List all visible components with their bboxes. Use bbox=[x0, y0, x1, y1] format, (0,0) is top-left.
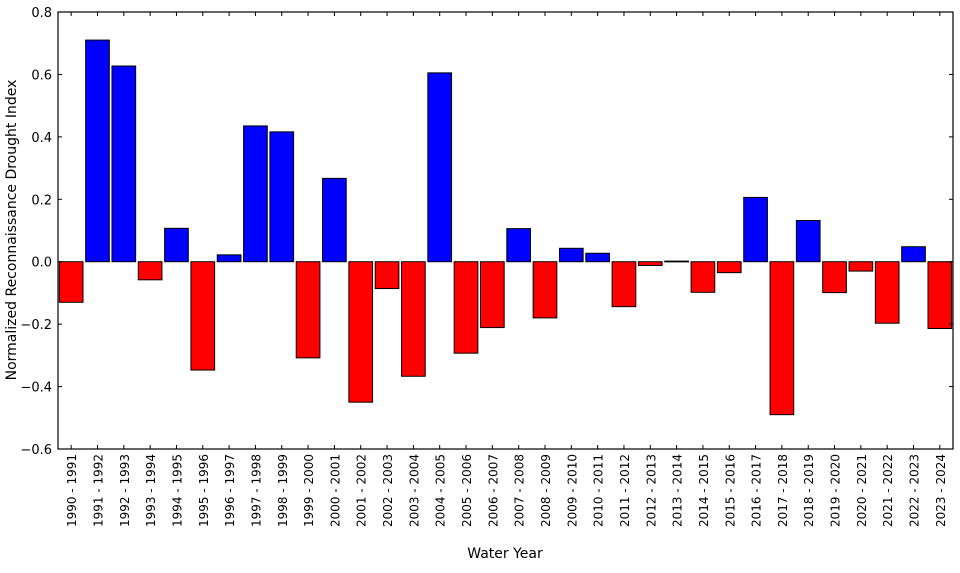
plot-frame bbox=[57, 11, 954, 450]
bar-1995-1996 bbox=[190, 261, 216, 371]
y-tick-label: 0.2 bbox=[31, 193, 52, 208]
x-tick-label: 1991 - 1992 bbox=[91, 454, 105, 527]
y-tick-label: 0.4 bbox=[31, 131, 52, 146]
bar-2010-2011 bbox=[585, 252, 610, 263]
x-tick-label: 2014 - 2015 bbox=[697, 454, 711, 527]
x-tick-label: 2023 - 2024 bbox=[934, 454, 948, 527]
bar-2022-2023 bbox=[901, 246, 926, 263]
x-tick-label: 2004 - 2005 bbox=[434, 454, 448, 527]
x-tick-label: 1995 - 1996 bbox=[197, 454, 211, 527]
x-tick-label: 2007 - 2008 bbox=[513, 454, 527, 527]
bar-1992-1993 bbox=[111, 65, 137, 263]
x-tick-label: 2005 - 2006 bbox=[460, 454, 474, 527]
bar-2019-2020 bbox=[822, 261, 847, 294]
bar-2017-2018 bbox=[769, 261, 795, 416]
x-tick-label: 2006 - 2007 bbox=[486, 454, 500, 527]
x-tick-label: 2018 - 2019 bbox=[802, 454, 816, 527]
bar-2006-2007 bbox=[479, 261, 505, 329]
bar-2013-2014 bbox=[664, 260, 689, 263]
y-axis-label: Normalized Reconnaissance Drought Index bbox=[4, 80, 20, 381]
bar-2011-2012 bbox=[611, 261, 637, 308]
bar-1994-1995 bbox=[164, 227, 189, 263]
x-tick-label: 2020 - 2021 bbox=[855, 454, 869, 527]
bar-2020-2021 bbox=[848, 261, 874, 272]
x-tick-label: 2003 - 2004 bbox=[407, 454, 421, 527]
x-tick-label: 2000 - 2001 bbox=[328, 454, 342, 527]
bar-2012-2013 bbox=[637, 261, 663, 266]
bar-2016-2017 bbox=[743, 196, 768, 263]
bar-2004-2005 bbox=[427, 72, 453, 263]
bar-1993-1994 bbox=[137, 261, 163, 281]
x-tick-label: 2010 - 2011 bbox=[592, 454, 606, 527]
x-tick-label: 2017 - 2018 bbox=[776, 454, 790, 527]
y-tick-label: 0.0 bbox=[31, 256, 52, 271]
x-axis-label: Water Year bbox=[467, 546, 543, 562]
bar-2021-2022 bbox=[874, 261, 900, 324]
bar-2023-2024 bbox=[927, 261, 953, 330]
x-tick-label: 1999 - 2000 bbox=[302, 454, 316, 527]
x-tick-label: 1990 - 1991 bbox=[65, 454, 79, 527]
x-tick-label: 2015 - 2016 bbox=[723, 454, 737, 527]
x-tick-label: 1992 - 1993 bbox=[118, 454, 132, 527]
x-tick-label: 1993 - 1994 bbox=[144, 454, 158, 527]
bar-1991-1992 bbox=[85, 39, 110, 263]
x-tick-label: 2011 - 2012 bbox=[618, 454, 632, 527]
x-tick-label: 2019 - 2020 bbox=[829, 454, 843, 527]
bar-1997-1998 bbox=[243, 125, 268, 263]
y-tick-label: −0.6 bbox=[20, 443, 52, 458]
x-tick-label: 1994 - 1995 bbox=[170, 454, 184, 527]
bar-2018-2019 bbox=[795, 220, 821, 263]
bar-1996-1997 bbox=[216, 254, 242, 263]
x-tick-label: 2012 - 2013 bbox=[644, 454, 658, 527]
ticks-group: 1990 - 1991 1991 - 1992 1992 - 1993 1993 - … bbox=[20, 6, 953, 527]
bar-2009-2010 bbox=[558, 247, 584, 263]
x-tick-label: 1998 - 1999 bbox=[276, 454, 290, 527]
x-tick-label: 2008 - 2009 bbox=[539, 454, 553, 527]
x-tick-label: 2016 - 2017 bbox=[750, 454, 764, 527]
bar-2001-2002 bbox=[348, 261, 374, 403]
bar-2007-2008 bbox=[506, 228, 532, 263]
x-tick-label: 2022 - 2023 bbox=[908, 454, 922, 527]
x-tick-label: 2021 - 2022 bbox=[881, 454, 895, 527]
y-tick-label: 0.6 bbox=[31, 68, 52, 83]
x-tick-label: 1996 - 1997 bbox=[223, 454, 237, 527]
y-tick-label: 0.8 bbox=[31, 6, 52, 21]
bar-2014-2015 bbox=[690, 261, 716, 293]
x-tick-label: 2002 - 2003 bbox=[381, 454, 395, 527]
x-tick-label: 2009 - 2010 bbox=[565, 454, 579, 527]
bar-1990-1991 bbox=[58, 261, 84, 303]
bar-2005-2006 bbox=[453, 261, 479, 354]
bar-2003-2004 bbox=[401, 261, 426, 377]
bars-group bbox=[58, 39, 953, 416]
x-tick-label: 2013 - 2014 bbox=[671, 454, 685, 527]
bar-2015-2016 bbox=[716, 261, 742, 274]
y-tick-label: −0.4 bbox=[20, 381, 52, 396]
bar-2002-2003 bbox=[374, 261, 400, 290]
x-tick-label: 2001 - 2002 bbox=[355, 454, 369, 527]
bar-2000-2001 bbox=[322, 177, 347, 263]
bar-1998-1999 bbox=[269, 131, 295, 263]
bar-2008-2009 bbox=[532, 261, 558, 319]
x-tick-label: 1997 - 1998 bbox=[249, 454, 263, 527]
y-tick-label: −0.2 bbox=[20, 318, 52, 333]
bar-1999-2000 bbox=[295, 261, 321, 359]
